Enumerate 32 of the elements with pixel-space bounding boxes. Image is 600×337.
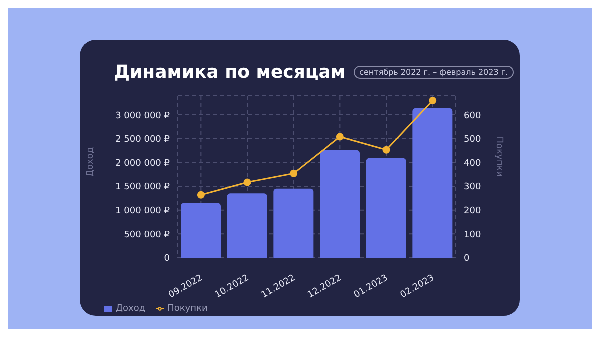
y-tick-label: 1 000 000 ₽ bbox=[116, 206, 170, 217]
bar bbox=[320, 150, 360, 258]
legend-label: Доход bbox=[116, 304, 146, 314]
bar bbox=[227, 194, 268, 258]
y-tick-label: 2 500 000 ₽ bbox=[116, 135, 170, 146]
point bbox=[290, 170, 298, 178]
y-tick-label: 500 000 ₽ bbox=[124, 230, 170, 240]
point bbox=[244, 178, 252, 186]
point bbox=[336, 133, 344, 141]
y2-tick-label: 0 bbox=[464, 254, 470, 264]
y2-tick-label: 200 bbox=[464, 206, 482, 217]
y2-tick-label: 300 bbox=[464, 182, 482, 193]
y-tick-label: 3 000 000 ₽ bbox=[116, 111, 170, 122]
bar bbox=[181, 203, 221, 258]
bar bbox=[274, 188, 314, 258]
point bbox=[382, 146, 390, 154]
y2-tick-label: 100 bbox=[464, 230, 482, 240]
bar bbox=[366, 158, 406, 258]
chart-subtitle: сентябрь 2022 г. – февраль 2023 г. bbox=[354, 66, 514, 79]
y2-tick-label: 400 bbox=[464, 158, 482, 169]
point bbox=[429, 97, 437, 105]
y-tick-label: 0 bbox=[164, 254, 170, 264]
y2-tick-label: 600 bbox=[464, 111, 482, 122]
y2-tick-label: 500 bbox=[464, 135, 482, 146]
y-tick-label: 2 000 000 ₽ bbox=[116, 158, 170, 169]
y2-axis-title: Покупки bbox=[494, 136, 504, 178]
chart-title: Динамика по месяцам bbox=[114, 62, 346, 83]
point bbox=[197, 191, 205, 199]
y-axis-title: Доход bbox=[86, 147, 96, 177]
y-tick-label: 1 500 000 ₽ bbox=[116, 182, 170, 193]
legend-label: Покупки bbox=[168, 304, 208, 314]
bar bbox=[412, 108, 453, 258]
